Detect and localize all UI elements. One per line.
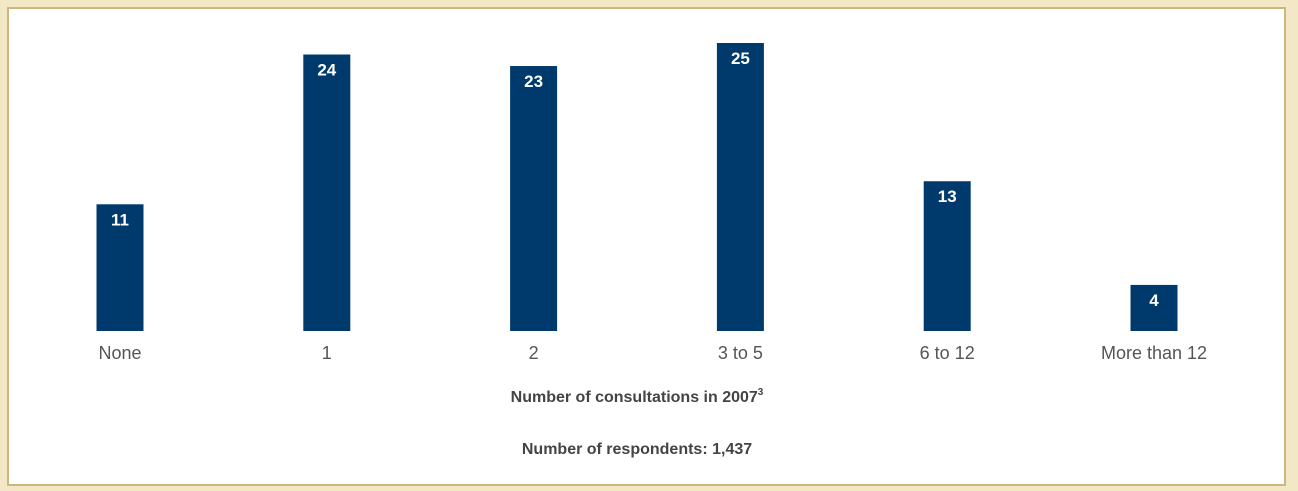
category-label: More than 12 [1101,343,1207,363]
bar-value-label: 11 [111,210,129,229]
bar-5 [1130,284,1178,331]
bar-value-label: 25 [731,49,750,68]
bar-value-label: 23 [524,72,543,91]
x-axis-title-text: Number of consultations in 2007 [511,389,758,406]
bar-value-label: 24 [317,61,336,80]
respondents-note: Number of respondents: 1,437 [522,441,752,458]
category-label: None [98,343,141,363]
bar-0 [96,204,144,331]
category-label: 2 [529,343,539,363]
bar-1 [303,54,351,332]
bar-chart: 11 24 23 25 13 4 None 1 2 3 to 5 6 to 12 More than… [96,43,1207,458]
category-label: 3 to 5 [718,343,763,363]
bar-value-label: 13 [938,187,957,206]
chart-panel: 11 24 23 25 13 4 None 1 2 3 to 5 6 to 12 More than… [7,7,1286,486]
bar-2 [510,66,558,331]
bar-3 [716,43,764,331]
x-axis-title-superscript: 3 [758,387,764,398]
bar-4 [923,181,971,331]
x-axis-title: Number of consultations in 20073 [511,387,764,406]
category-label: 6 to 12 [920,343,975,363]
bars-layer: 11 24 23 25 13 4 [96,43,1178,332]
category-labels: None 1 2 3 to 5 6 to 12 More than 12 [98,343,1207,363]
category-label: 1 [322,343,332,363]
bar-value-label: 4 [1149,291,1159,310]
